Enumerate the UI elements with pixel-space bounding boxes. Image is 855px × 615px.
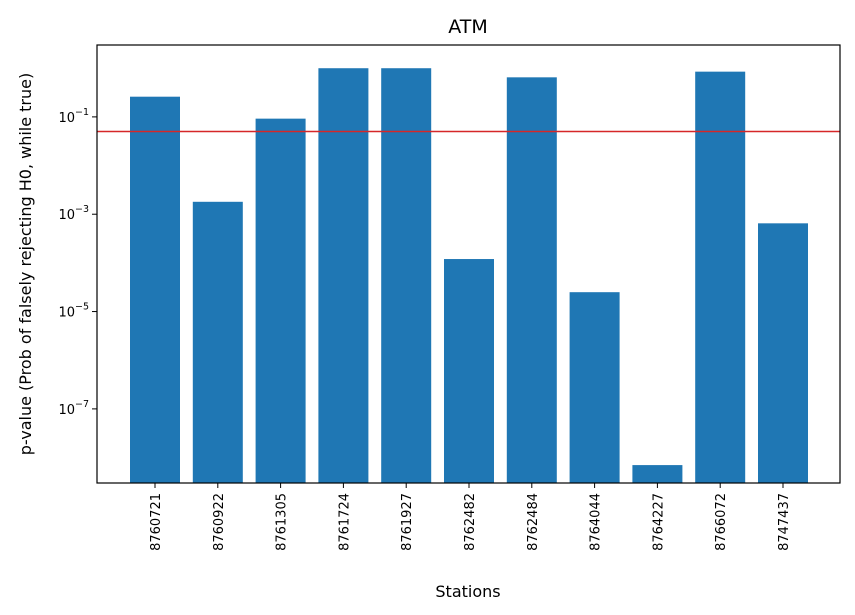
y-tick-exponent: −7 bbox=[75, 399, 89, 410]
x-tick-label: 8764227 bbox=[651, 493, 666, 551]
x-axis-label: Stations bbox=[435, 582, 500, 601]
y-tick-exponent: −1 bbox=[75, 107, 89, 118]
chart-title: ATM bbox=[448, 16, 488, 38]
y-tick-label: 10−3 bbox=[58, 204, 89, 223]
x-tick-label: 8760922 bbox=[212, 493, 227, 551]
y-tick-label: 10−1 bbox=[58, 107, 89, 126]
y-tick-base: 10 bbox=[58, 208, 75, 223]
x-tick-label: 8760721 bbox=[149, 493, 164, 551]
bar-8762482 bbox=[444, 259, 494, 483]
y-axis-label: p-value (Prob of falsely rejecting H0, w… bbox=[16, 73, 35, 456]
x-tick-label: 8761724 bbox=[337, 493, 352, 551]
bar-8762484 bbox=[506, 77, 557, 484]
bar-8761724 bbox=[318, 68, 369, 483]
bar-8760721 bbox=[130, 96, 180, 484]
bar-8766072 bbox=[695, 71, 746, 483]
x-tick-label: 8764044 bbox=[589, 493, 604, 551]
bar-8760922 bbox=[192, 201, 243, 484]
x-tick-label: 8761305 bbox=[275, 493, 290, 551]
bars bbox=[130, 68, 808, 484]
y-tick-base: 10 bbox=[58, 111, 75, 126]
bar-8761927 bbox=[381, 68, 432, 483]
x-tick-label: 8747437 bbox=[777, 493, 792, 551]
y-tick-base: 10 bbox=[58, 306, 75, 321]
y-tick-exponent: −5 bbox=[75, 302, 89, 313]
bar-8761305 bbox=[255, 118, 306, 483]
y-tick-label: 10−5 bbox=[58, 302, 89, 321]
bar-8747437 bbox=[758, 223, 808, 484]
y-axis: 10−710−510−310−1 bbox=[58, 107, 97, 418]
x-tick-label: 8766072 bbox=[714, 493, 729, 551]
x-axis: 8760721 8760922 8761305 8761724 8761927 87624… bbox=[149, 483, 792, 551]
x-tick-label: 8762484 bbox=[526, 493, 541, 551]
bar-8764044 bbox=[569, 292, 620, 483]
bar-8764227 bbox=[632, 465, 683, 483]
y-tick-exponent: −3 bbox=[75, 204, 89, 215]
x-tick-label: 8762482 bbox=[463, 493, 478, 551]
y-tick-label: 10−7 bbox=[58, 399, 89, 418]
y-tick-base: 10 bbox=[58, 403, 75, 418]
x-tick-label: 8761927 bbox=[400, 493, 415, 551]
